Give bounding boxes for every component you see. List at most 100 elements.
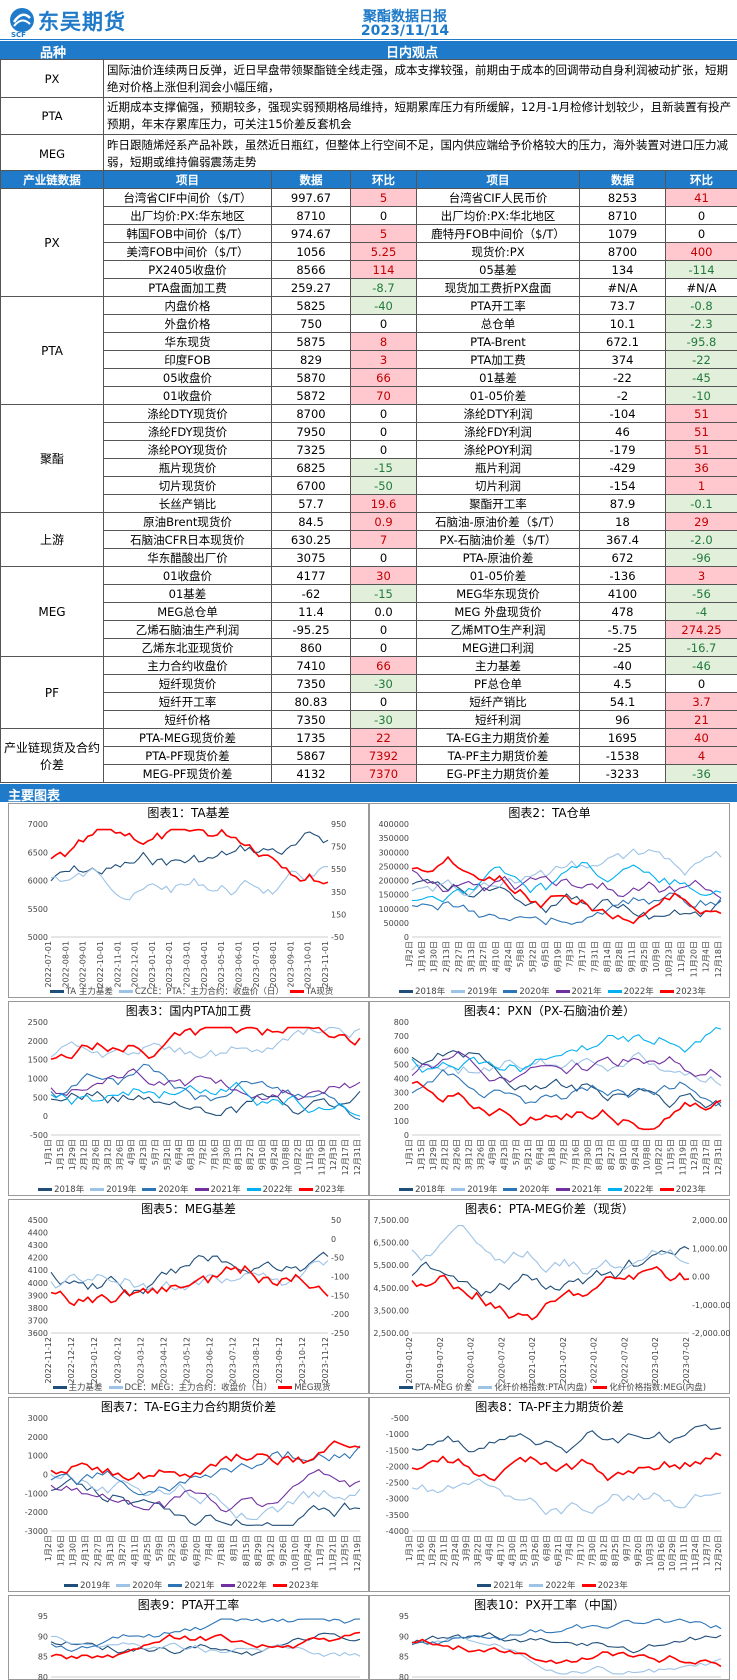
view-comment: 国际油价连续两日反弹，近日早盘带领聚酯链全线走强，成本支撑较强，前期由于成本的回… <box>103 59 737 98</box>
legend-swatch <box>659 1188 674 1191</box>
series-line <box>50 1471 361 1521</box>
item-value: 750 <box>271 314 351 333</box>
x-tick-label: 2月13日 <box>442 941 451 972</box>
y-tick-label: 4200 <box>28 1254 48 1263</box>
x-tick-label: 3月27日 <box>118 1535 127 1566</box>
item-name: 韩国FOB中间价（$/T） <box>103 224 272 243</box>
item-change: 29 <box>665 512 737 531</box>
chart-plot: -500-1000-1500-2000-2500-3000-3500-40001… <box>386 1414 723 1571</box>
y2-tick-label: -1,000.00 <box>692 1301 731 1310</box>
table-header-cell: 数据 <box>271 170 351 189</box>
table-row: 聚酯 涤纶DTY现货价 8700 0 涤纶DTY利润 -104 51 <box>0 404 737 513</box>
x-tick-label: 11月20日 <box>689 941 698 977</box>
legend-label: 2018年 <box>415 987 446 997</box>
legend-swatch <box>477 1584 492 1587</box>
legend-swatch <box>581 1584 596 1587</box>
y-tick-label: 4400 <box>28 1229 48 1238</box>
item-change: -45 <box>665 368 737 387</box>
x-tick-label: 11月21日 <box>328 1535 337 1571</box>
legend-label: 2020年 <box>519 987 550 997</box>
x-tick-label: 2019-07-02 <box>436 1337 445 1384</box>
x-tick-label: 5月9日 <box>155 1535 164 1561</box>
view-comment: 近期成本支撑偏强，预期较多，强现实弱预期格局维持，短期累库压力有所缓解，12月-… <box>103 97 737 135</box>
y-tick-label: 2000 <box>28 1037 48 1046</box>
legend-label: DCE：MEG：主力合约：收盘价（日） <box>124 1383 273 1393</box>
x-tick-label: 8月13日 <box>234 1139 243 1170</box>
item-name: PTA加工费 <box>416 350 580 369</box>
legend-label: 2022年 <box>623 987 654 997</box>
x-tick-label: 12月17日 <box>341 1139 350 1175</box>
series-line <box>50 831 329 882</box>
table-row: PTA盘面加工费 259.27 -8.7 现货加工费折PX盘面 #N/A #N/A <box>1 278 737 297</box>
x-tick-label: 10月8日 <box>282 1139 291 1170</box>
legend-swatch <box>278 1386 293 1389</box>
table-row: 石脑油CFR日本现货价 630.25 7 PX-石脑油价差（$/T） 367.4 -2.0 <box>1 530 737 549</box>
x-tick-label: 9月20日 <box>634 1535 643 1566</box>
item-change: 7 <box>350 530 417 549</box>
y2-tick-label: -150 <box>331 1291 349 1300</box>
legend-label: CZCE：PTA：主力合约：收盘价（日） <box>134 987 284 997</box>
x-tick-label: 9月24日 <box>631 1139 640 1170</box>
item-name: 石脑油CFR日本现货价 <box>103 530 272 549</box>
x-tick-label: 3月12日 <box>103 1139 112 1170</box>
y-tick-label: 2000 <box>28 1433 48 1442</box>
item-change: 0 <box>350 692 417 711</box>
item-change: 274.25 <box>665 620 737 639</box>
item-name: PX2405收盘价 <box>103 260 272 279</box>
x-tick-label: 7月4日 <box>205 1535 214 1561</box>
legend-label: 2022年 <box>262 1185 293 1195</box>
y-tick-label: 600 <box>394 1046 409 1055</box>
series-line <box>50 1068 361 1101</box>
x-tick-label: 2023-04-01 <box>200 941 209 988</box>
x-tick-label: 9月11日 <box>627 941 636 972</box>
legend-swatch <box>593 1386 608 1389</box>
y-tick-label: 700 <box>394 1032 409 1041</box>
y-tick-label: -2500 <box>386 1479 409 1488</box>
y-tick-label: 4300 <box>28 1241 48 1250</box>
chart-plot: 70006500600055005000950750550350150-5020… <box>28 820 347 988</box>
table-row: 短纤现货价 7350 -30 PF总仓单 4.5 0 <box>1 674 737 693</box>
chart-plot: 95 90 85 80 <box>399 1612 722 1680</box>
legend-swatch <box>399 990 414 993</box>
legend-label: 2020年 <box>132 1581 163 1591</box>
table-header-cell: 数据 <box>579 170 666 189</box>
series-line <box>50 828 329 885</box>
series-line <box>411 1618 722 1646</box>
x-tick-label: 2月12日 <box>441 1139 450 1170</box>
x-tick-label: 2023-07-02 <box>682 1337 691 1384</box>
x-tick-label: 2023-09-12 <box>275 1337 284 1384</box>
chart-title: 图表7：TA-EG主力合约期货价差 <box>100 1400 277 1414</box>
charts-header-bar: 主要图表 <box>0 784 737 804</box>
series-line <box>50 1445 361 1496</box>
x-tick-label: 2023-08-01 <box>269 941 278 988</box>
chart-title: 图表2：TA仓单 <box>508 806 591 820</box>
item-change: -0.1 <box>665 494 737 513</box>
y-tick-label: 4500 <box>28 1216 48 1225</box>
x-tick-label: 1月2日 <box>44 1535 53 1561</box>
y2-tick-label: 950 <box>331 820 346 829</box>
table-row: 短纤价格 7350 -30 短纤利润 96 21 <box>1 710 737 729</box>
y2-tick-label: 50 <box>331 1216 341 1225</box>
y-tick-label: 4000 <box>28 1279 48 1288</box>
item-change: -56 <box>665 584 737 603</box>
series-line <box>411 1638 722 1668</box>
x-tick-label: 10月23日 <box>665 941 674 977</box>
y-tick-label: 95 <box>399 1612 409 1621</box>
x-tick-label: 9月24日 <box>270 1139 279 1170</box>
item-value: 134 <box>579 260 666 279</box>
y-tick-label: 400 <box>394 1075 409 1084</box>
item-change: 0 <box>350 314 417 333</box>
x-tick-label: 2022-09-01 <box>79 941 88 988</box>
item-value: 10.1 <box>579 314 666 333</box>
view-comment: 昨日跟随烯烃系产品补跌，虽然近日瓶红，但整体上行空间不足，国内供应端给予价格较大… <box>103 134 737 173</box>
y-tick-label: 7000 <box>28 820 48 829</box>
legend-swatch <box>607 990 622 993</box>
legend-label: 2023年 <box>675 987 706 997</box>
y-tick-label: 500 <box>394 1060 409 1069</box>
chart-title: 图表3：国内PTA加工费 <box>125 1004 252 1018</box>
item-value: -2 <box>579 386 666 405</box>
legend-label: 2020年 <box>158 1185 189 1195</box>
